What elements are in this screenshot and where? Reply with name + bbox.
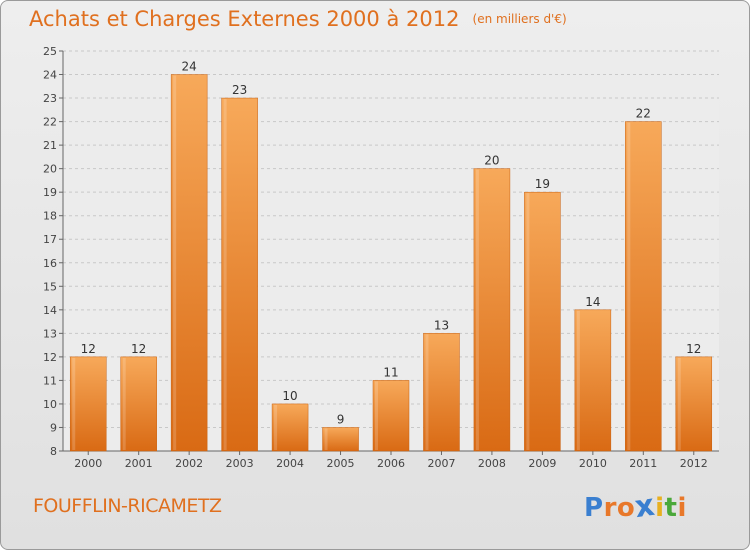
logo-letter: r [603,493,617,523]
logo-letter: P [584,493,604,523]
bar [170,74,208,452]
bar-value-label: 24 [182,60,197,74]
y-tick-label: 8 [50,445,57,458]
bar-highlight [425,334,429,450]
y-tick-label: 20 [43,163,57,176]
bar-value-label: 11 [383,365,398,379]
bar [625,121,662,452]
bar [574,309,612,452]
bar-value-label: 12 [686,342,701,356]
bar-value-label: 19 [535,177,550,191]
bar-value-label: 13 [434,318,449,332]
x-tick-label: 2009 [528,457,556,470]
y-tick-label: 22 [43,116,57,129]
y-tick-label: 24 [43,69,57,82]
bar-highlight [122,357,126,450]
y-tick-label: 23 [43,92,57,105]
bar-highlight [627,122,631,451]
bar [120,356,157,452]
bar-highlight [677,357,681,450]
bar-highlight [223,99,227,450]
bar-value-label: 12 [81,342,96,356]
x-tick-label: 2012 [680,457,708,470]
bar-value-label: 14 [585,295,600,309]
x-tick-label: 2001 [125,457,153,470]
y-tick-label: 18 [43,210,57,223]
x-tick-label: 2000 [74,457,102,470]
y-tick-label: 12 [43,351,57,364]
bar [675,356,713,452]
x-tick-label: 2005 [327,457,355,470]
x-tick-label: 2004 [276,457,304,470]
bar [271,403,309,452]
proxiti-logo: Proxiti [584,487,687,526]
chart-title: Achats et Charges Externes 2000 à 2012 [29,7,460,31]
bar-highlight [274,404,278,450]
logo-letter: t [664,493,678,523]
y-tick-label: 9 [50,421,57,434]
logo-letter: o [616,493,636,523]
y-tick-label: 25 [43,45,57,58]
chart-title-block: Achats et Charges Externes 2000 à 2012 (… [29,7,567,31]
bar-highlight [72,357,76,450]
logo-letter: i [655,493,665,523]
y-tick-label: 14 [43,304,57,317]
logo-letter: i [677,493,687,523]
bar-highlight [526,193,530,451]
bar-value-label: 23 [232,83,247,97]
bar [322,427,359,452]
y-tick-label: 21 [43,139,57,152]
chart-subtitle: (en milliers d'€) [472,12,567,26]
x-tick-label: 2003 [226,457,254,470]
bar-value-label: 10 [282,389,297,403]
y-tick-label: 11 [43,374,57,387]
bar-highlight [324,428,328,450]
bar-highlight [173,75,177,450]
x-tick-label: 2007 [427,457,455,470]
bar [372,380,410,452]
commune-name: FOUFFLIN-RICAMETZ [33,495,222,517]
y-tick-label: 16 [43,257,57,270]
bar-highlight [475,169,479,450]
bar-highlight [576,310,580,450]
x-tick-label: 2010 [579,457,607,470]
x-tick-label: 2011 [629,457,657,470]
x-tick-label: 2006 [377,457,405,470]
logo-letter: x [632,487,658,526]
bar [69,356,107,452]
y-tick-label: 13 [43,327,57,340]
y-tick-label: 10 [43,398,57,411]
bar-value-label: 20 [484,154,499,168]
bar-value-label: 12 [131,342,146,356]
label-layer: 12 12 24 23 10 9 11 13 20 19 14 22 12 [81,60,702,427]
bar-highlight [375,381,378,450]
y-tick-label: 17 [43,233,57,246]
bar [473,168,511,452]
bar [221,97,258,452]
bar-value-label: 9 [337,412,345,426]
bar [423,333,460,452]
y-tick-label: 15 [43,280,57,293]
bar [524,191,561,452]
axis-layer: 8 9 10 11 12 13 14 15 16 17 18 19 20 21 22 23 24 25 2000 20… [43,45,719,470]
x-tick-label: 2002 [175,457,203,470]
x-tick-label: 2008 [478,457,506,470]
bar-value-label: 22 [636,107,651,121]
bar-layer [69,74,713,452]
y-tick-label: 19 [43,186,57,199]
